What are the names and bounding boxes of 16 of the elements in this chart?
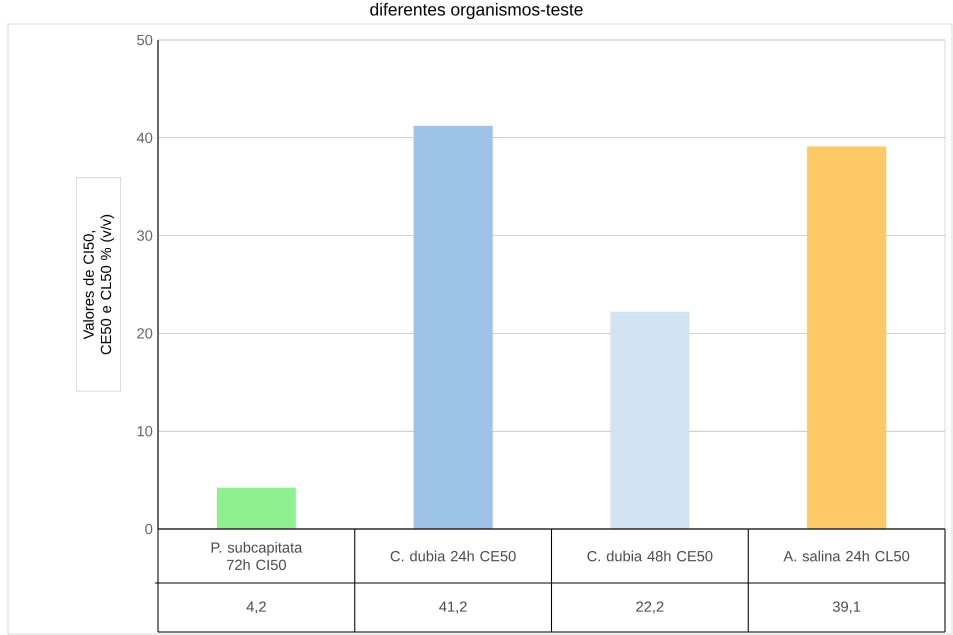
x-tick-label: C. dubia 48h CE50 bbox=[587, 550, 712, 562]
y-tick-label: 50 bbox=[137, 34, 152, 46]
y-tick-label: 0 bbox=[145, 524, 152, 534]
y-tick-label: 40 bbox=[136, 132, 152, 143]
data-label: 41,2 bbox=[439, 601, 467, 614]
data-label: 39,1 bbox=[832, 601, 860, 614]
y-axis-title: Valores de CI50, CE50 e CL50 % (v/v) bbox=[83, 214, 114, 354]
x-tick-label: C. dubia 24h CE50 bbox=[390, 550, 516, 562]
data-label: 22,2 bbox=[636, 601, 664, 614]
y-tick-label: 10 bbox=[138, 426, 152, 436]
data-label: 4,2 bbox=[246, 601, 266, 614]
x-tick-label: A. salina 24h CL50 bbox=[783, 550, 910, 562]
y-tick-label: 20 bbox=[137, 328, 152, 339]
y-tick-label: 30 bbox=[137, 230, 152, 241]
x-tick-label: P. subcapitata 72h CI50 bbox=[212, 542, 302, 570]
chart-title: diferentes organismos-teste bbox=[370, 2, 583, 20]
